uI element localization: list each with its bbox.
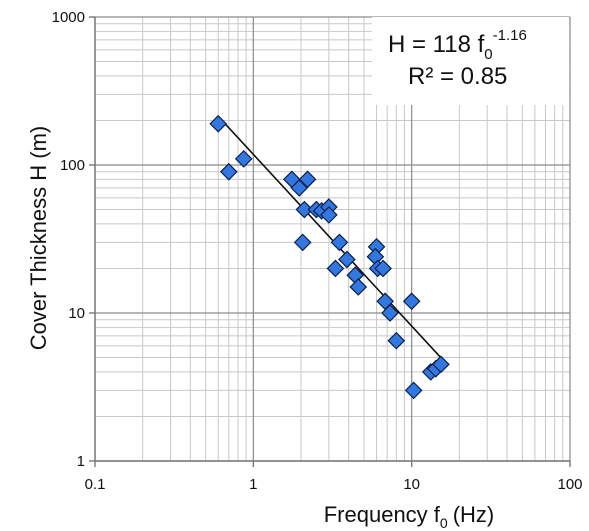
data-point-diamond <box>402 292 421 311</box>
data-point-diamond <box>404 381 423 400</box>
x-tick-label: 100 <box>557 476 582 493</box>
equation-lhs: H = 118 f <box>388 31 485 58</box>
x-tick-label: 1 <box>249 476 257 493</box>
y-tick-labels: 1 10 100 1000 <box>52 9 85 470</box>
x-tick-label: 0.1 <box>85 476 106 493</box>
x-tick-label: 10 <box>403 476 420 493</box>
data-point-diamond <box>387 331 406 350</box>
data-point-diamond <box>338 250 356 269</box>
y-tick-label: 10 <box>68 305 85 322</box>
x-tick-labels: 0.1 1 10 100 <box>85 476 583 493</box>
y-tick-label: 1 <box>77 453 85 470</box>
data-point-diamond <box>209 114 228 133</box>
y-tick-label: 100 <box>60 157 85 174</box>
r-squared-label: R² = 0.85 <box>408 63 507 90</box>
power-trendline <box>217 115 443 360</box>
x-axis-label-subscript: 0 <box>440 515 448 531</box>
data-point-diamond <box>432 355 450 374</box>
equation-label: H = 118 f0-1.16 <box>388 27 527 63</box>
data-point-diamond <box>295 200 314 219</box>
x-axis-label-unit: (Hz) <box>453 502 495 527</box>
data-point-diamond <box>326 259 345 278</box>
data-point-diamond <box>298 170 317 189</box>
data-point-diamond <box>349 278 368 296</box>
plot-frame <box>89 16 571 467</box>
data-point-diamond <box>219 162 238 181</box>
data-point-diamond <box>234 150 253 168</box>
equation-box <box>372 17 569 105</box>
data-point-diamond <box>330 233 349 252</box>
equation-superscript: -1.16 <box>493 27 527 44</box>
x-axis-label-main: Frequency f <box>324 502 441 527</box>
data-point-diamond <box>381 304 399 322</box>
x-axis-label: Frequency f0 (Hz) <box>324 502 495 531</box>
data-point-diamond <box>290 179 309 197</box>
data-point-diamond <box>320 206 338 224</box>
data-points <box>209 114 450 400</box>
data-point-diamond <box>374 259 392 278</box>
equation-subscript: 0 <box>484 46 492 63</box>
y-axis-label: Cover Thickness H (m) <box>26 126 51 351</box>
data-point-diamond <box>293 233 312 252</box>
y-tick-label: 1000 <box>52 9 85 26</box>
trendline-group <box>217 115 443 360</box>
